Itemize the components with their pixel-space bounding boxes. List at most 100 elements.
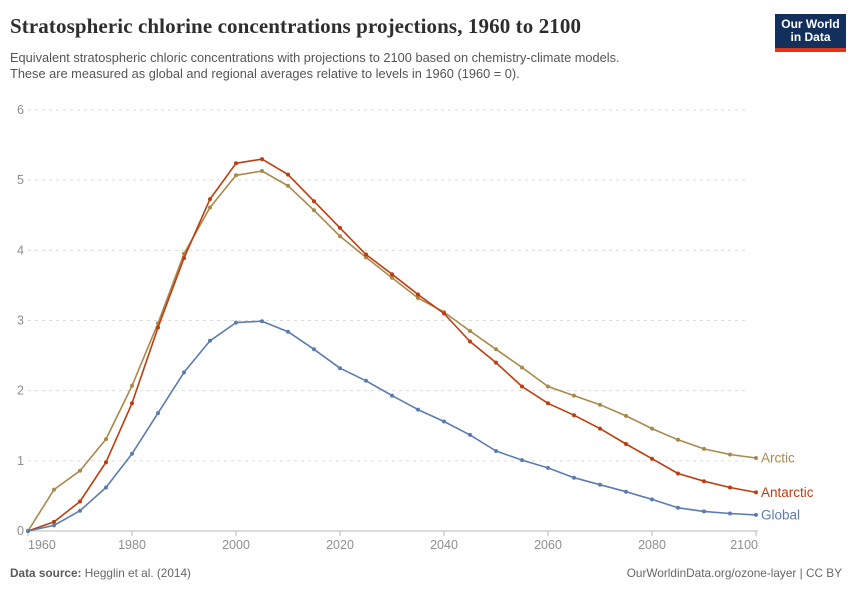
x-axis-tick-label: 2100 bbox=[730, 538, 758, 552]
data-point-antarctic bbox=[260, 157, 264, 162]
data-point-antarctic bbox=[676, 471, 680, 476]
data-source-label: Data source: bbox=[10, 566, 82, 580]
data-point-global bbox=[754, 512, 758, 517]
data-point-arctic bbox=[52, 487, 56, 492]
x-axis-tick-label: 2080 bbox=[638, 538, 666, 552]
logo-line-2: in Data bbox=[790, 30, 831, 44]
data-point-global bbox=[364, 378, 368, 383]
data-point-antarctic bbox=[650, 456, 654, 461]
data-point-arctic bbox=[260, 169, 264, 173]
data-point-global bbox=[104, 485, 108, 490]
data-point-global bbox=[26, 529, 30, 533]
data-point-arctic bbox=[702, 446, 706, 451]
data-point-antarctic bbox=[208, 197, 212, 202]
data-point-arctic bbox=[520, 365, 524, 370]
x-axis-tick-label: 1980 bbox=[118, 538, 146, 552]
data-point-antarctic bbox=[156, 325, 160, 330]
data-point-antarctic bbox=[598, 426, 602, 431]
series-line-antarctic bbox=[27, 158, 757, 532]
data-point-antarctic bbox=[520, 384, 524, 389]
y-axis-tick-label: 4 bbox=[17, 243, 24, 257]
data-point-antarctic bbox=[182, 256, 186, 261]
data-point-global bbox=[416, 407, 420, 412]
x-axis-tick-label: 2020 bbox=[326, 538, 354, 552]
data-point-arctic bbox=[104, 437, 108, 442]
subtitle-line-1: Equivalent stratospheric chloric concent… bbox=[10, 50, 620, 65]
y-axis-tick-label: 3 bbox=[17, 314, 24, 328]
x-axis-tick-label: 2040 bbox=[430, 538, 458, 552]
data-point-global bbox=[208, 338, 212, 343]
data-point-arctic bbox=[312, 208, 316, 213]
y-axis-tick-label: 6 bbox=[17, 103, 24, 117]
y-axis-tick-label: 5 bbox=[17, 173, 24, 187]
chart-subtitle: Equivalent stratospheric chloric concent… bbox=[10, 50, 770, 82]
y-axis-tick-label: 0 bbox=[17, 524, 24, 538]
data-point-antarctic bbox=[728, 485, 732, 490]
data-point-global bbox=[52, 523, 56, 528]
data-point-antarctic bbox=[754, 490, 758, 495]
data-source-value: Hegglin et al. (2014) bbox=[81, 566, 191, 580]
data-point-global bbox=[260, 319, 264, 324]
data-point-global bbox=[182, 370, 186, 375]
owid-logo[interactable]: Our World in Data bbox=[775, 14, 846, 52]
chart-footer: Data source: Hegglin et al. (2014) OurWo… bbox=[10, 566, 842, 580]
data-point-arctic bbox=[286, 183, 290, 188]
data-point-antarctic bbox=[390, 272, 394, 277]
data-point-antarctic bbox=[572, 413, 576, 418]
x-axis-tick-label: 1960 bbox=[28, 538, 56, 552]
data-point-arctic bbox=[338, 234, 342, 239]
legend-label-antarctic: Antarctic bbox=[761, 485, 814, 500]
data-point-antarctic bbox=[52, 519, 56, 524]
data-point-global bbox=[156, 411, 160, 416]
data-point-arctic bbox=[130, 383, 134, 388]
data-point-antarctic bbox=[468, 339, 472, 344]
data-point-global bbox=[78, 508, 82, 513]
y-axis-tick-label: 2 bbox=[17, 384, 24, 398]
data-point-global bbox=[234, 320, 238, 325]
legend-label-arctic: Arctic bbox=[761, 451, 795, 466]
legend-label-global: Global bbox=[761, 507, 800, 522]
data-point-arctic bbox=[468, 329, 472, 333]
data-point-arctic bbox=[416, 296, 420, 300]
y-axis-tick-label: 1 bbox=[17, 454, 24, 468]
data-point-arctic bbox=[676, 437, 680, 442]
subtitle-line-2: These are measured as global and regiona… bbox=[10, 66, 520, 81]
page-title: Stratospheric chlorine concentrations pr… bbox=[10, 14, 582, 38]
data-point-global bbox=[130, 451, 134, 456]
series-line-arctic bbox=[27, 170, 757, 532]
data-point-global bbox=[312, 347, 316, 352]
credit-link[interactable]: OurWorldinData.org/ozone-layer | CC BY bbox=[626, 566, 842, 580]
data-point-antarctic bbox=[364, 252, 368, 257]
data-point-arctic bbox=[546, 384, 550, 389]
data-point-arctic bbox=[572, 393, 576, 398]
data-point-arctic bbox=[390, 275, 394, 280]
data-point-global bbox=[494, 449, 498, 453]
data-point-global bbox=[676, 505, 680, 510]
data-point-antarctic bbox=[338, 225, 342, 230]
x-axis-tick-label: 2000 bbox=[222, 538, 250, 552]
data-point-antarctic bbox=[130, 401, 134, 406]
data-source: Data source: Hegglin et al. (2014) bbox=[10, 566, 191, 580]
data-point-arctic bbox=[624, 413, 628, 418]
data-point-global bbox=[702, 509, 706, 514]
data-point-arctic bbox=[650, 426, 654, 431]
data-point-antarctic bbox=[78, 499, 82, 504]
data-point-global bbox=[390, 393, 394, 398]
data-point-global bbox=[338, 366, 342, 371]
data-point-global bbox=[624, 489, 628, 494]
data-point-arctic bbox=[754, 456, 758, 460]
data-point-antarctic bbox=[234, 161, 238, 166]
data-point-antarctic bbox=[286, 172, 290, 177]
data-point-antarctic bbox=[702, 479, 706, 484]
data-point-antarctic bbox=[312, 199, 316, 204]
data-point-antarctic bbox=[494, 360, 498, 365]
data-point-arctic bbox=[78, 468, 82, 473]
data-point-global bbox=[546, 465, 550, 470]
data-point-arctic bbox=[208, 205, 212, 210]
data-point-global bbox=[598, 482, 602, 487]
data-point-antarctic bbox=[104, 460, 108, 465]
data-point-global bbox=[572, 475, 576, 480]
data-point-arctic bbox=[728, 452, 732, 457]
